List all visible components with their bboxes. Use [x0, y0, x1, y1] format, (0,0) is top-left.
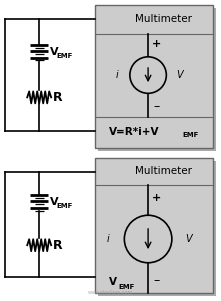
Text: V: V — [176, 70, 182, 80]
Text: V: V — [50, 197, 59, 207]
Text: EMF: EMF — [182, 132, 199, 138]
Text: Multimeter: Multimeter — [135, 14, 192, 24]
Text: EMF: EMF — [56, 53, 72, 59]
Text: –: – — [153, 274, 160, 287]
Bar — [95, 158, 213, 293]
Text: R: R — [53, 91, 63, 104]
Text: V: V — [185, 234, 192, 244]
Circle shape — [124, 215, 172, 263]
Text: V=R*i+V: V=R*i+V — [109, 127, 160, 137]
Text: –: – — [153, 100, 160, 113]
Circle shape — [130, 57, 166, 93]
Bar — [98, 161, 216, 296]
Text: Multimeter: Multimeter — [135, 166, 192, 176]
Bar — [95, 5, 213, 148]
Text: i: i — [116, 70, 118, 80]
Text: www.elecfans.com: www.elecfans.com — [88, 290, 133, 296]
Bar — [98, 8, 216, 151]
Text: i: i — [106, 234, 109, 244]
Text: V: V — [50, 47, 59, 57]
Text: EMF: EMF — [119, 284, 135, 290]
Text: EMF: EMF — [56, 203, 72, 209]
Text: +: + — [152, 193, 161, 203]
Text: R: R — [53, 239, 63, 252]
Text: +: + — [152, 39, 161, 48]
Text: V: V — [109, 277, 117, 287]
